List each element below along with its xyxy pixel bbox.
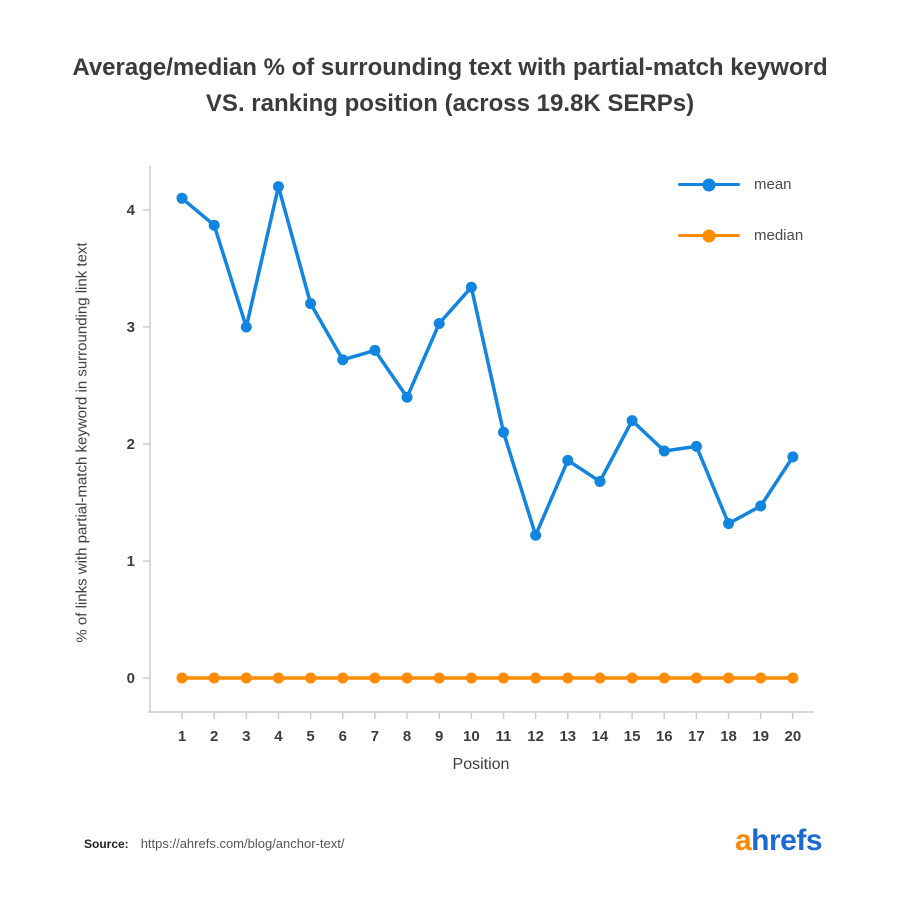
source-line: Source: https://ahrefs.com/blog/anchor-t…: [84, 836, 344, 851]
svg-text:10: 10: [463, 728, 480, 745]
svg-text:11: 11: [496, 728, 512, 745]
legend-item-median: median: [678, 227, 804, 244]
svg-text:12: 12: [527, 728, 544, 745]
svg-text:4: 4: [127, 202, 136, 219]
svg-text:1: 1: [127, 553, 135, 570]
svg-text:16: 16: [656, 728, 673, 745]
svg-text:17: 17: [688, 728, 705, 745]
legend-item-mean: mean: [678, 176, 803, 193]
ahrefs-logo: ahrefs: [734, 824, 823, 858]
svg-text:8: 8: [403, 728, 411, 745]
source-label: Source:: [84, 837, 129, 851]
mean-series-icon: [678, 178, 740, 191]
logo-part-a: a: [734, 824, 752, 857]
svg-text:18: 18: [720, 728, 737, 745]
svg-text:19: 19: [752, 728, 769, 745]
svg-text:20: 20: [785, 728, 802, 745]
chart-legend: mean median: [678, 176, 804, 244]
svg-text:13: 13: [559, 728, 576, 745]
legend-label-mean: mean: [754, 176, 792, 193]
source-url[interactable]: https://ahrefs.com/blog/anchor-text/: [140, 836, 345, 851]
svg-text:6: 6: [339, 728, 347, 745]
svg-text:2: 2: [127, 436, 135, 453]
mean-dot-icon: [702, 178, 716, 191]
median-series-icon: [678, 229, 740, 242]
svg-text:7: 7: [371, 728, 379, 745]
median-dot-icon: [702, 229, 716, 242]
svg-text:9: 9: [435, 728, 443, 745]
svg-text:4: 4: [274, 728, 283, 745]
svg-text:14: 14: [592, 728, 609, 745]
svg-text:0: 0: [127, 670, 135, 687]
svg-text:1: 1: [178, 728, 186, 745]
legend-label-median: median: [754, 227, 804, 244]
svg-text:5: 5: [306, 728, 314, 745]
x-axis-label: Position: [452, 756, 510, 773]
svg-text:15: 15: [624, 728, 641, 745]
svg-text:3: 3: [127, 319, 135, 336]
svg-text:2: 2: [210, 728, 218, 745]
chart-title: Average/median % of surrounding text wit…: [72, 54, 828, 117]
logo-part-hrefs: hrefs: [751, 824, 822, 857]
svg-text:3: 3: [242, 728, 250, 745]
